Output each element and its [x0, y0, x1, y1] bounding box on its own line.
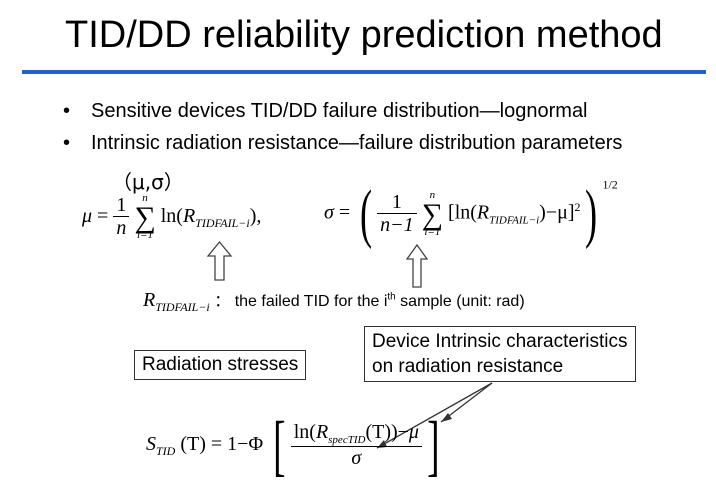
parameters-label: （μ,σ）: [112, 170, 184, 194]
arrowhead-icon: [377, 440, 387, 448]
minus-mu: )−μ]: [539, 201, 575, 224]
radiation-stresses-box: Radiation stresses: [134, 350, 307, 380]
fraction-numerator: 1: [113, 195, 130, 218]
box-label-line: on radiation resistance: [372, 356, 564, 377]
s-symbol: S: [146, 433, 156, 456]
fraction-numerator: 1: [377, 192, 417, 214]
sum-upper-limit: n: [429, 188, 436, 201]
sum-upper-limit: n: [142, 192, 148, 204]
half-power-exponent: 1/2: [602, 177, 618, 192]
note-text-end: sample (unit: rad): [395, 293, 525, 310]
sum-sign: ∑: [134, 200, 156, 234]
r-symbol: R: [476, 201, 490, 224]
mu-symbol: μ: [82, 204, 93, 227]
sigma-formula: σ = ( 1 n−1 n ∑ i=1 [ln(RTIDFAIL−i)−μ]2)…: [324, 176, 618, 252]
intrinsic-characteristics-box: Device Intrinsic characteristics on radi…: [364, 326, 636, 382]
t-equals-phi: (T) = 1−Φ: [180, 433, 264, 456]
fraction-denominator: σ: [351, 447, 362, 470]
reliability-formula: STID (T) = 1−Φ [ ln(RspecTID(T))−μ σ ]: [146, 406, 445, 485]
right-paren: ): [585, 177, 598, 250]
r-subscript: TIDFAIL−i: [489, 214, 540, 227]
sum-lower-limit: i=1: [424, 225, 441, 238]
s-subscript: TID: [156, 444, 176, 459]
r-symbol: R: [182, 204, 196, 227]
bullet-text: Sensitive devices TID/DD failure distrib…: [91, 100, 588, 122]
closing-paren: ),: [249, 204, 262, 227]
bullet-item: • Intrinsic radiation resistance—failure …: [63, 132, 622, 155]
one-over-n-minus-1-fraction: 1 n−1: [377, 192, 417, 236]
fraction-denominator: n−1: [380, 214, 414, 236]
bullet-item: • Sensitive devices TID/DD failure distri…: [63, 100, 588, 123]
square-exponent: 2: [574, 199, 581, 214]
sum-lower-limit: i=1: [137, 228, 154, 241]
r-definition-note: RTIDFAIL−i ： the failed TID for the ith …: [143, 287, 525, 315]
note-text: the failed TID for the i: [234, 293, 388, 310]
equals-sign: =: [97, 204, 109, 227]
arrowhead-icon: [441, 413, 452, 422]
summation: n ∑ i=1: [134, 192, 156, 241]
r-subscript: TIDFAIL−i: [155, 300, 210, 314]
left-bracket: [: [273, 407, 286, 483]
fraction-numerator: ln(RspecTID(T))−μ: [290, 421, 422, 448]
box-label-line: Device Intrinsic characteristics: [372, 331, 628, 352]
fraction-denominator: n: [116, 217, 127, 240]
up-arrow-icon: [206, 240, 233, 281]
bullet-dot-icon: •: [63, 100, 71, 122]
bullet-text: Intrinsic radiation resistance—failure d…: [91, 132, 623, 154]
mu-formula: μ = 1 n n ∑ i=1 ln(RTIDFAIL−i),: [82, 192, 262, 241]
r-subscript: TIDFAIL−i: [195, 215, 250, 230]
one-over-n-fraction: 1 n: [113, 195, 130, 240]
bullet-dot-icon: •: [63, 132, 71, 154]
equals-sign: =: [338, 201, 351, 224]
ln-operator: ln(: [160, 204, 183, 227]
title-underline: [22, 70, 706, 74]
r-symbol: R: [143, 289, 156, 311]
up-arrow-icon: [405, 243, 429, 288]
note-superscript: th: [387, 291, 396, 303]
ln-bracket: [ln(: [448, 201, 477, 224]
left-paren: (: [360, 177, 373, 250]
sum-sign: ∑: [421, 197, 444, 231]
callout-arrow-to-sigma: [376, 382, 493, 449]
separator: ：: [214, 293, 231, 310]
summation: n ∑ i=1: [421, 188, 444, 238]
sigma-symbol: σ: [324, 201, 334, 224]
phi-argument-fraction: ln(RspecTID(T))−μ σ: [290, 421, 422, 470]
box-label: Radiation stresses: [142, 354, 299, 375]
right-bracket: ]: [427, 407, 440, 483]
slide-title: TID/DD reliability prediction method: [65, 14, 663, 56]
